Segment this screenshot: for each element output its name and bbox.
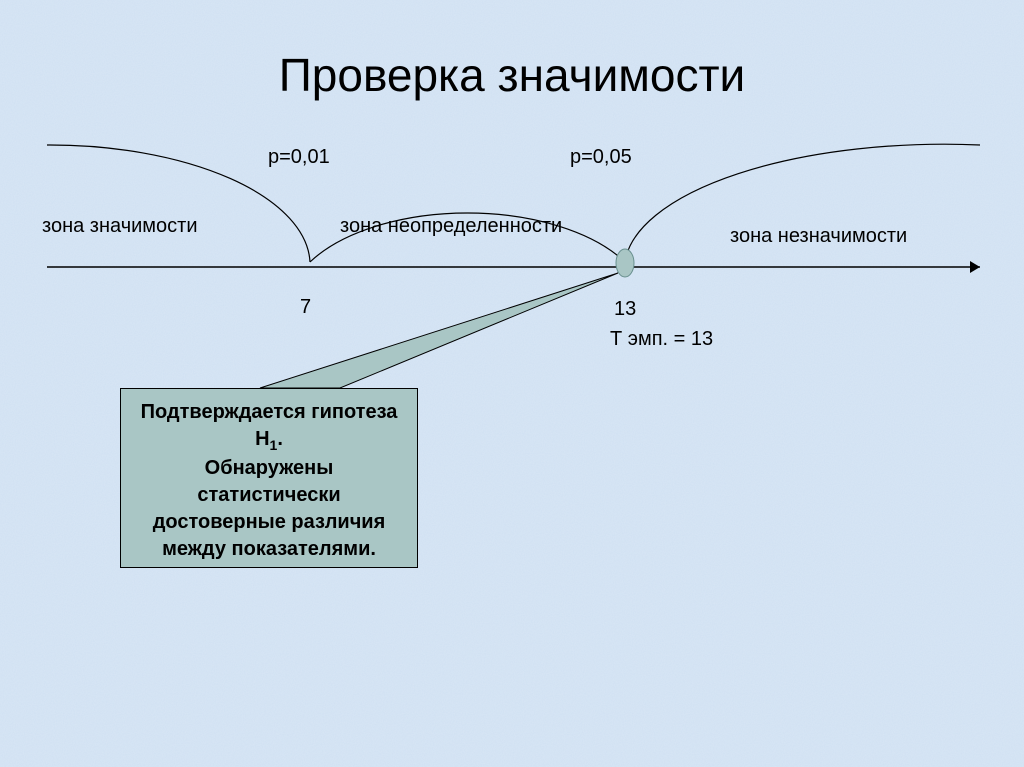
callout-pointer [260,273,618,388]
callout-line-4: статистически [129,482,409,509]
tick-value-1: 7 [300,296,311,319]
zone-uncertainty: зона неопределенности [340,215,562,238]
callout-line-3: Обнаружены [129,455,409,482]
significance-diagram [0,0,1024,767]
page-title: Проверка значимости [0,48,1024,102]
callout-line-6: между показателями. [129,536,409,563]
tick-value-2: 13 [614,298,636,321]
zone-significance: зона значимости [42,215,198,238]
callout-line-2: H1. [129,426,409,455]
callout-box: Подтверждается гипотеза H1. Обнаружены с… [120,388,418,568]
zone-insignificance: зона незначимости [730,225,907,248]
p-label-right: p=0,05 [570,146,632,169]
p-label-left: p=0,01 [268,146,330,169]
t-empirical: Т эмп. = 13 [610,328,713,351]
marker-ellipse [616,249,634,277]
axis-arrowhead [970,261,980,273]
callout-line-1: Подтверждается гипотеза [129,399,409,426]
callout-line-5: достоверные различия [129,509,409,536]
